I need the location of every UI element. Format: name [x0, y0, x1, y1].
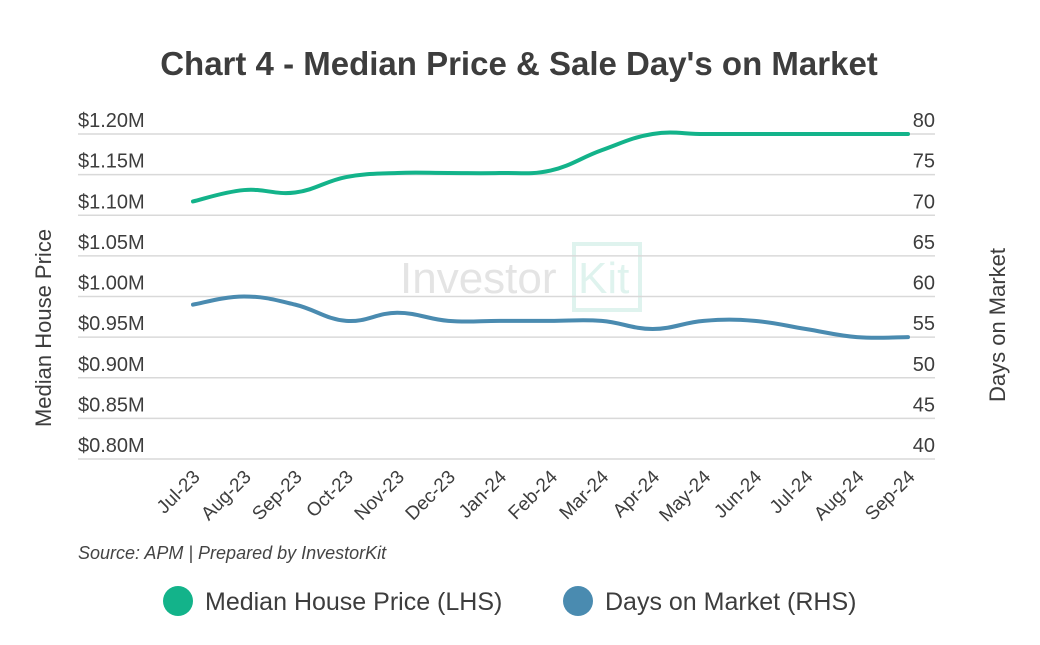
- svg-text:Kit: Kit: [578, 254, 629, 303]
- y2-tick-label: 40: [913, 435, 935, 457]
- legend-marker: [563, 586, 593, 616]
- y-tick-label: $1.15M: [78, 151, 145, 173]
- y-tick-label: $1.00M: [78, 273, 145, 295]
- y-tick-label: $1.20M: [78, 110, 145, 132]
- series-line-days-on-market: [191, 294, 910, 340]
- y2-tick-label: 55: [913, 313, 935, 335]
- x-tick-label: Jun-24: [710, 466, 766, 522]
- y-tick-label: $0.90M: [78, 354, 145, 376]
- x-tick-label: Aug-23: [197, 467, 255, 525]
- watermark-logo: Investor Kit: [400, 242, 642, 312]
- y2-tick-label: 65: [913, 232, 935, 254]
- y2-tick-label: 70: [913, 191, 935, 213]
- y-tick-label: $0.85M: [78, 394, 145, 416]
- x-tick-label: Aug-24: [810, 466, 868, 524]
- x-tick-label: Dec-23: [402, 467, 460, 525]
- y2-tick-label: 50: [913, 354, 935, 376]
- y-axis-label: Median House Price: [31, 229, 56, 427]
- y2-axis-label: Days on Market: [985, 248, 1010, 402]
- x-tick-label: Feb-24: [505, 466, 563, 524]
- y-tick-label: $1.05M: [78, 232, 145, 254]
- watermark-text: Investor: [400, 254, 557, 303]
- legend-label: Median House Price (LHS): [205, 588, 502, 616]
- x-tick-label: May-24: [656, 466, 716, 526]
- x-tick-label: Jan-24: [455, 466, 511, 522]
- y-tick-label: $1.10M: [78, 191, 145, 213]
- x-tick-label: Oct-23: [303, 467, 358, 522]
- y2-tick-label: 80: [913, 110, 935, 132]
- legend-label: Days on Market (RHS): [605, 588, 856, 616]
- x-tick-label: Sep-23: [248, 467, 306, 525]
- legend-marker: [163, 586, 193, 616]
- source-note: Source: APM | Prepared by InvestorKit: [78, 543, 387, 563]
- y-tick-label: $0.95M: [78, 313, 145, 335]
- x-tick-label: Sep-24: [861, 466, 919, 524]
- series-line-median-price: [191, 130, 910, 204]
- y2-tick-label: 45: [913, 394, 935, 416]
- legend: Median House Price (LHS) Days on Market (…: [163, 586, 856, 616]
- x-tick-label: Apr-24: [609, 466, 664, 521]
- chart-title: Chart 4 - Median Price & Sale Day's on M…: [160, 45, 878, 82]
- y2-tick-label: 75: [913, 151, 935, 173]
- x-tick-label: Nov-23: [351, 467, 409, 525]
- y2-tick-label: 60: [913, 273, 935, 295]
- x-tick-label: Mar-24: [556, 466, 614, 524]
- y-tick-label: $0.80M: [78, 435, 145, 457]
